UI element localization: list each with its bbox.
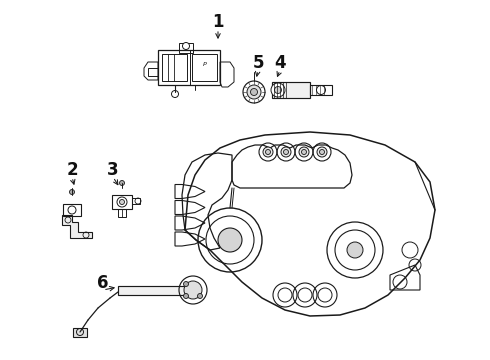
Circle shape — [120, 199, 124, 204]
Bar — [162, 54, 187, 81]
Circle shape — [183, 293, 189, 298]
Circle shape — [70, 189, 74, 194]
Circle shape — [197, 293, 202, 298]
Bar — [158, 50, 220, 85]
Bar — [192, 54, 217, 81]
Bar — [179, 43, 193, 53]
Bar — [118, 209, 126, 217]
Circle shape — [250, 89, 258, 95]
Text: 4: 4 — [274, 54, 286, 72]
Text: 6: 6 — [97, 274, 109, 292]
Circle shape — [183, 282, 189, 287]
Circle shape — [317, 147, 327, 157]
Bar — [73, 328, 87, 337]
Text: P: P — [203, 63, 207, 68]
Circle shape — [120, 180, 124, 185]
Text: 3: 3 — [107, 161, 119, 179]
Bar — [272, 82, 310, 98]
Bar — [63, 204, 81, 216]
Polygon shape — [62, 215, 92, 238]
Circle shape — [299, 147, 309, 157]
Text: 1: 1 — [212, 13, 224, 31]
Bar — [112, 195, 132, 209]
Circle shape — [274, 86, 281, 94]
Circle shape — [218, 228, 242, 252]
Circle shape — [319, 149, 324, 154]
Circle shape — [284, 149, 289, 154]
Circle shape — [263, 147, 273, 157]
Text: 5: 5 — [252, 54, 264, 72]
Circle shape — [184, 281, 202, 299]
Circle shape — [301, 149, 307, 154]
Bar — [132, 198, 140, 204]
Text: 2: 2 — [66, 161, 78, 179]
Bar — [310, 85, 332, 95]
Circle shape — [182, 42, 190, 49]
Circle shape — [271, 83, 285, 97]
Circle shape — [247, 85, 261, 99]
Circle shape — [281, 147, 291, 157]
Circle shape — [266, 149, 270, 154]
Bar — [118, 286, 186, 295]
Circle shape — [347, 242, 363, 258]
Bar — [148, 68, 158, 76]
